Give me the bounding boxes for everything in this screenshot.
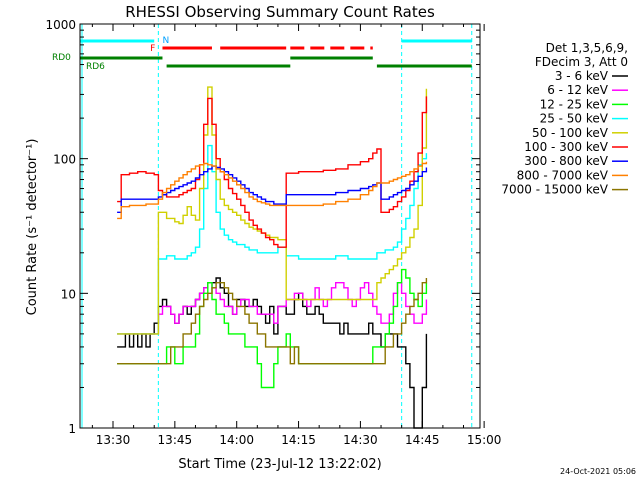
x-tick-label: 13:30: [96, 433, 131, 447]
plot-frame: [79, 23, 481, 429]
x-tick-label: 14:00: [219, 433, 254, 447]
legend-label: 300 - 800 keV: [524, 154, 608, 168]
legend-label: 50 - 100 keV: [532, 126, 609, 140]
y-tick-label: 1: [68, 422, 76, 436]
x-tick-label: 13:45: [158, 433, 193, 447]
legend-label: 25 - 50 keV: [540, 112, 609, 126]
annotation-rd6: RD6: [86, 62, 105, 72]
footer-timestamp: 24-Oct-2021 05:06: [560, 467, 636, 476]
x-tick-label: 14:45: [405, 433, 440, 447]
x-tick-label: 14:30: [343, 433, 378, 447]
series-line-5: [117, 86, 428, 335]
annotation-n: N: [162, 36, 169, 46]
annotation-rd0: RD0: [52, 53, 71, 63]
series-line-9: [117, 278, 428, 365]
x-tick-label: 15:00: [467, 433, 502, 447]
x-axis-label: Start Time (23-Jul-12 13:22:02): [178, 457, 381, 472]
series-line-8: [117, 161, 428, 220]
legend-header-line-1: Det 1,3,5,6,9,: [546, 41, 628, 55]
y-tick-label: 100: [53, 153, 76, 167]
y-tick-label: 10: [61, 287, 76, 301]
series-line-7: [117, 165, 428, 213]
axes: 13:30 13:45 14:00 14:15 14:30 14:45 15:00 1 10 10…: [45, 18, 501, 447]
legend-label: 3 - 6 keV: [555, 69, 609, 83]
series-line-1: [117, 277, 428, 429]
chart-title: RHESSI Observing Summary Count Rates: [125, 3, 435, 21]
legend-label: 800 - 7000 keV: [517, 168, 609, 182]
legend-label: 100 - 300 keV: [524, 140, 608, 154]
series-line-3: [117, 268, 428, 389]
series-line-6: [117, 96, 428, 248]
legend-label: 12 - 25 keV: [540, 97, 609, 111]
series-line-4: [117, 144, 428, 335]
x-tick-label: 14:15: [281, 433, 316, 447]
legend-header-line-2: FDecim 3, Att 0: [535, 55, 628, 69]
plot-area: NF RD0 RD6: [52, 24, 473, 429]
y-axis-label: Count Rate (s⁻¹ detector⁻¹): [25, 139, 40, 316]
legend-label: 7000 - 15000 keV: [501, 183, 608, 197]
legend-label: 6 - 12 keV: [547, 83, 609, 97]
series-line-2: [117, 282, 428, 335]
y-tick-label: 1000: [45, 18, 76, 32]
annotation-f: F: [150, 44, 155, 54]
